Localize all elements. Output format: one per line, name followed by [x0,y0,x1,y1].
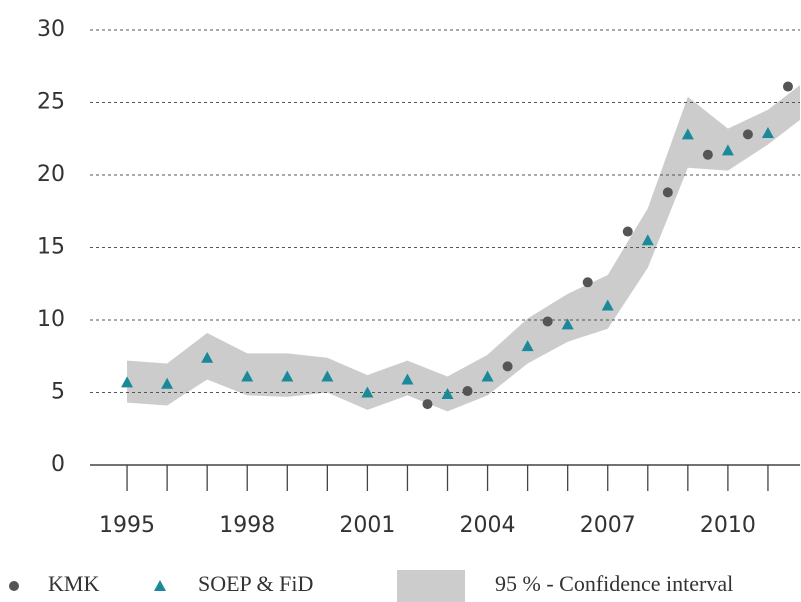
y-tick-label: 20 [37,162,65,187]
y-tick-label: 5 [51,380,65,405]
soep-point [761,126,774,138]
kmk-point [502,361,513,372]
y-tick-label: 10 [37,307,65,332]
kmk-point [782,81,793,92]
soep-point [721,144,734,156]
soep-point [521,340,534,352]
x-tick-label: 1998 [219,513,275,538]
kmk-point [742,129,753,140]
legend-marker [154,580,166,591]
x-tick-label: 2001 [339,513,395,538]
soep-point [481,370,494,382]
kmk-point [422,399,433,410]
soep-point [201,351,214,363]
soep-point [601,299,614,311]
soep-point [441,387,454,399]
legend-swatch [397,570,465,602]
kmk-point [582,277,593,288]
legend-marker [9,581,19,591]
x-tick-label: 2004 [460,513,516,538]
legend-label: 95 % - Confidence interval [495,571,733,596]
soep-point [241,370,254,382]
kmk-point [462,386,473,397]
y-tick-label: 30 [37,17,65,42]
legend-label: KMK [48,571,99,596]
soep-point [641,234,654,246]
soep-point [401,373,414,385]
soep-point [281,370,294,382]
kmk-point [702,149,713,160]
y-tick-label: 15 [37,235,65,260]
soep-point [321,370,334,382]
kmk-point [622,226,633,237]
x-tick-label: 2010 [700,513,756,538]
y-tick-label: 25 [37,90,65,115]
soep-point [361,386,374,398]
soep-point [121,376,134,388]
kmk-point [542,316,553,327]
x-tick-label: 2007 [580,513,636,538]
x-tick-label: 1995 [99,513,155,538]
soep-point [161,377,174,389]
legend-label: SOEP & FiD [198,571,313,596]
y-tick-label: 0 [51,452,65,477]
soep-point [681,128,694,140]
soep-point [561,318,574,330]
confidence-band [127,85,801,412]
kmk-point [662,187,673,198]
